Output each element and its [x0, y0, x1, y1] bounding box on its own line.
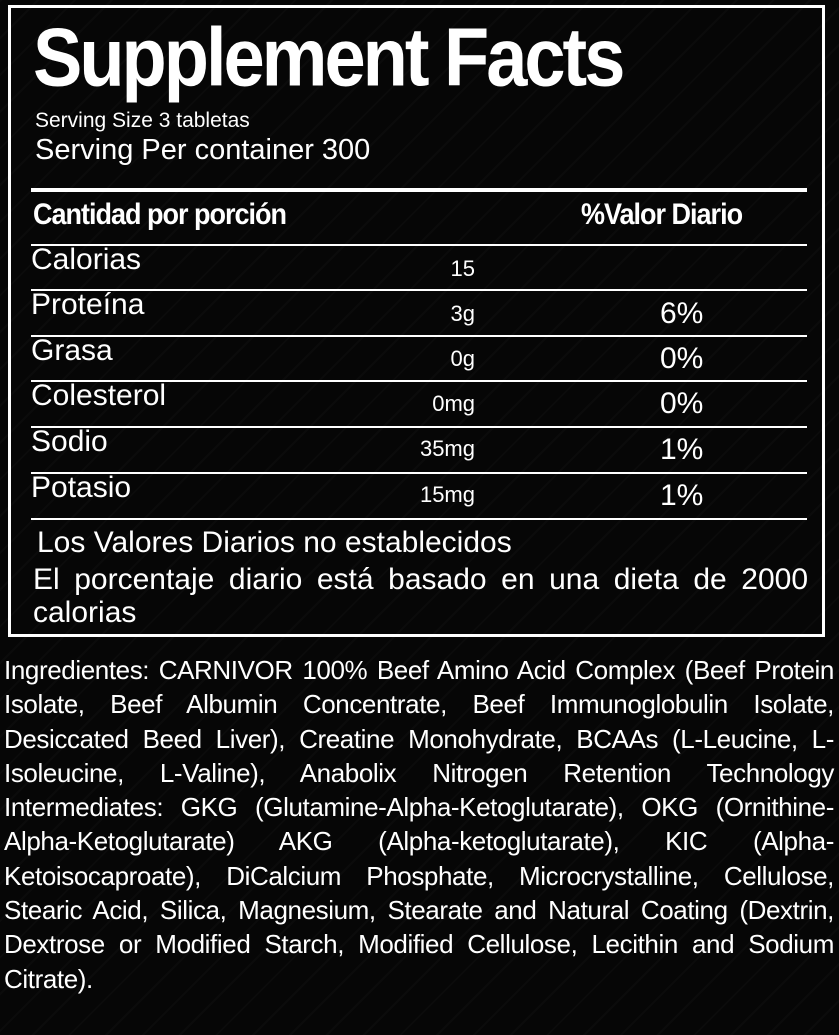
diet-basis-note: El porcentaje diario está basado en una …: [33, 563, 808, 629]
footnote-divider: [31, 518, 807, 520]
row-divider: [31, 380, 807, 382]
row-label-sodio: Sodio: [31, 425, 108, 458]
row-dv-grasa: 0%: [660, 342, 704, 375]
header-bottom-divider: [31, 244, 807, 246]
row-dv-potasio: 1%: [660, 479, 704, 512]
supplement-facts-panel: Supplement Facts Serving Size 3 tabletas…: [8, 5, 825, 637]
row-label-colesterol: Colesterol: [31, 379, 167, 412]
daily-value-header: %Valor Diario: [581, 197, 743, 231]
row-divider: [31, 289, 807, 291]
row-amount-potasio: 15mg: [419, 482, 475, 507]
row-amount-proteina: 3g: [450, 301, 475, 326]
row-label-grasa: Grasa: [31, 334, 113, 367]
row-divider: [31, 472, 807, 474]
serving-per-container: Serving Per container 300: [35, 134, 371, 166]
row-dv-sodio: 1%: [660, 433, 704, 466]
row-label-potasio: Potasio: [31, 471, 132, 504]
row-divider: [31, 426, 807, 428]
row-dv-proteina: 6%: [660, 297, 704, 330]
ingredients-text: Ingredientes: CARNIVOR 100% Beef Amino A…: [4, 655, 834, 994]
serving-size: Serving Size 3 tabletas: [35, 109, 250, 132]
header-top-divider: [31, 188, 807, 192]
daily-values-note: Los Valores Diarios no establecidos: [37, 526, 512, 559]
facts-title: Supplement Facts: [33, 10, 625, 104]
row-label-proteina: Proteína: [31, 288, 145, 321]
row-amount-grasa: 0g: [450, 346, 475, 371]
row-label-calorias: Calorias: [31, 243, 142, 276]
row-dv-colesterol: 0%: [660, 387, 704, 420]
row-amount-sodio: 35mg: [419, 436, 475, 461]
row-amount-colesterol: 0mg: [432, 391, 475, 416]
row-divider: [31, 335, 807, 337]
amount-per-serving-header: Cantidad por porción: [33, 197, 287, 231]
row-amount-calorias: 15: [450, 256, 475, 281]
